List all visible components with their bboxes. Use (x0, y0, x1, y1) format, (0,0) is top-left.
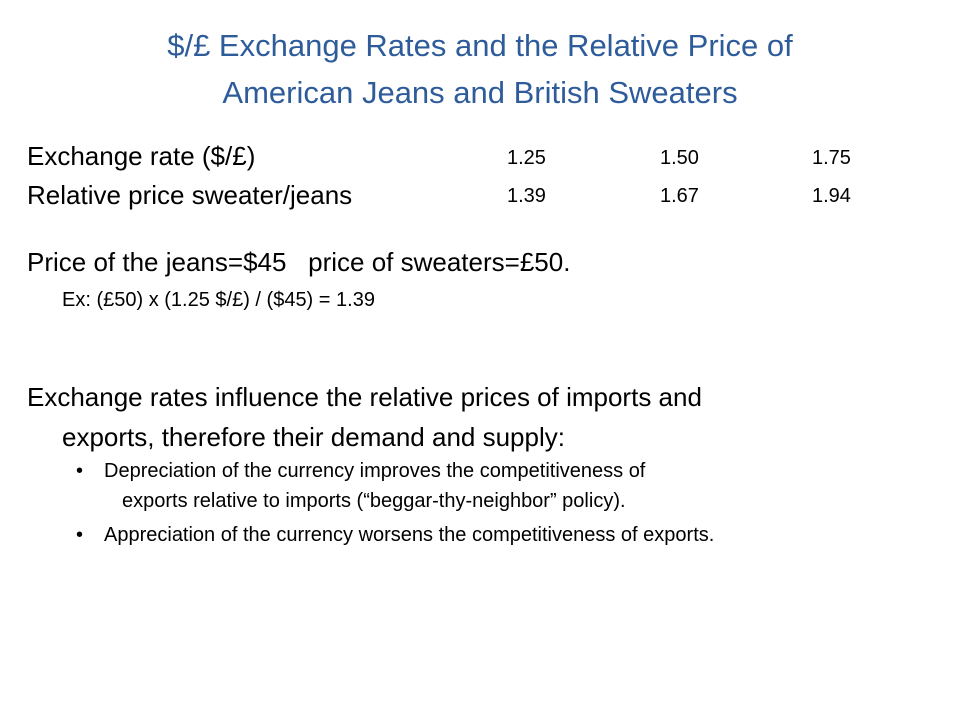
bullet-dot: • (76, 524, 84, 546)
bullet-line: Appreciation of the currency worsens the… (104, 524, 715, 546)
cell: 1.94 (812, 185, 851, 207)
cell: 1.75 (812, 147, 851, 169)
cell: 1.67 (660, 185, 699, 207)
cell: 1.50 (660, 147, 699, 169)
title-line: $/£ Exchange Rates and the Relative Pric… (167, 28, 793, 63)
row-label: Exchange rate ($/£) (27, 141, 256, 171)
paragraph-line: Exchange rates influence the relative pr… (27, 382, 702, 412)
title-line: American Jeans and British Sweaters (222, 75, 738, 110)
row-label: Relative price sweater/jeans (27, 180, 353, 210)
example: Ex: (£50) x (1.25 $/£) / ($45) = 1.39 (62, 289, 375, 311)
bullet-line: Depreciation of the currency improves th… (104, 460, 646, 482)
bullet-line: exports relative to imports (“beggar-thy… (122, 490, 626, 512)
bullet-dot: • (76, 460, 84, 482)
cell: 1.39 (507, 185, 546, 207)
cell: 1.25 (507, 147, 546, 169)
paragraph-line: exports, therefore their demand and supp… (62, 422, 565, 452)
prices: Price of the jeans=$45 price of sweaters… (27, 247, 571, 277)
